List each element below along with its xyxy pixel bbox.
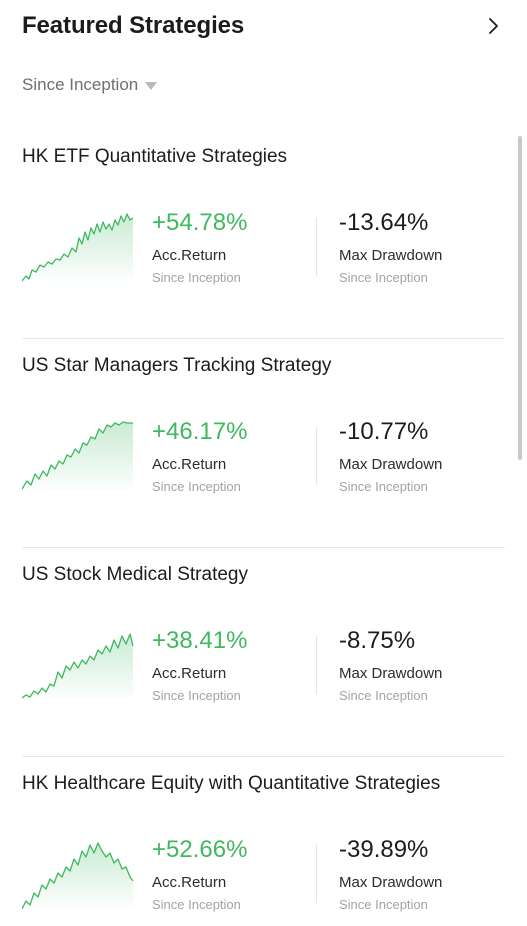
acc-return-value: +54.78% <box>152 209 248 236</box>
acc-return-metric: +46.17% Acc.Return Since Inception <box>152 417 247 494</box>
acc-return-value: +38.41% <box>152 627 248 654</box>
strategy-card[interactable]: HK ETF Quantitative Strategies +54.78% A… <box>22 130 505 339</box>
max-drawdown-value: -13.64% <box>339 209 429 236</box>
performance-sparkline <box>22 842 134 911</box>
acc-return-value: +46.17% <box>152 418 248 445</box>
strategy-card[interactable]: US Star Managers Tracking Strategy +46.1… <box>22 339 505 548</box>
chevron-right-icon[interactable] <box>481 14 505 38</box>
performance-sparkline <box>22 213 134 284</box>
metric-divider <box>316 845 317 903</box>
max-drawdown-value: -8.75% <box>339 627 416 654</box>
strategy-card[interactable]: US Stock Medical Strategy +38.41% Acc.Re… <box>22 548 505 757</box>
strategy-card[interactable]: HK Healthcare Equity with Quantitative S… <box>22 757 505 926</box>
performance-sparkline <box>22 633 134 702</box>
acc-return-period: Since Inception <box>152 897 241 912</box>
max-drawdown-label: Max Drawdown <box>339 456 443 473</box>
scrollbar[interactable] <box>518 136 522 460</box>
acc-return-label: Acc.Return <box>152 247 227 264</box>
acc-return-metric: +54.78% Acc.Return Since Inception <box>152 208 247 285</box>
strategy-name: HK ETF Quantitative Strategies <box>22 146 288 167</box>
max-drawdown-value: -10.77% <box>339 418 429 445</box>
header[interactable]: Featured Strategies <box>22 8 505 44</box>
acc-return-metric: +38.41% Acc.Return Since Inception <box>152 626 247 703</box>
max-drawdown-metric: -13.64% Max Drawdown Since Inception <box>339 208 442 285</box>
metric-divider <box>316 218 317 276</box>
max-drawdown-metric: -10.77% Max Drawdown Since Inception <box>339 417 442 494</box>
acc-return-label: Acc.Return <box>152 456 227 473</box>
period-filter-label: Since Inception <box>22 75 139 94</box>
page-title: Featured Strategies <box>22 12 245 39</box>
acc-return-label: Acc.Return <box>152 665 227 682</box>
acc-return-period: Since Inception <box>152 270 241 285</box>
max-drawdown-period: Since Inception <box>339 270 428 285</box>
performance-sparkline <box>22 421 133 493</box>
max-drawdown-period: Since Inception <box>339 479 428 494</box>
max-drawdown-metric: -39.89% Max Drawdown Since Inception <box>339 835 442 912</box>
max-drawdown-label: Max Drawdown <box>339 247 443 264</box>
acc-return-period: Since Inception <box>152 479 241 494</box>
strategy-name: US Star Managers Tracking Strategy <box>22 355 332 376</box>
max-drawdown-period: Since Inception <box>339 897 428 912</box>
max-drawdown-metric: -8.75% Max Drawdown Since Inception <box>339 626 442 703</box>
acc-return-metric: +52.66% Acc.Return Since Inception <box>152 835 247 912</box>
metric-divider <box>316 636 317 694</box>
strategy-name: US Stock Medical Strategy <box>22 564 248 585</box>
acc-return-value: +52.66% <box>152 836 248 863</box>
max-drawdown-value: -39.89% <box>339 836 429 863</box>
acc-return-period: Since Inception <box>152 688 241 703</box>
period-filter-dropdown[interactable]: Since Inception <box>22 72 158 98</box>
caret-down-icon <box>145 82 158 90</box>
strategy-name: HK Healthcare Equity with Quantitative S… <box>22 773 441 794</box>
acc-return-label: Acc.Return <box>152 874 227 891</box>
metric-divider <box>316 427 317 485</box>
strategy-list: HK ETF Quantitative Strategies +54.78% A… <box>0 130 527 926</box>
max-drawdown-label: Max Drawdown <box>339 874 443 891</box>
max-drawdown-period: Since Inception <box>339 688 428 703</box>
max-drawdown-label: Max Drawdown <box>339 665 443 682</box>
